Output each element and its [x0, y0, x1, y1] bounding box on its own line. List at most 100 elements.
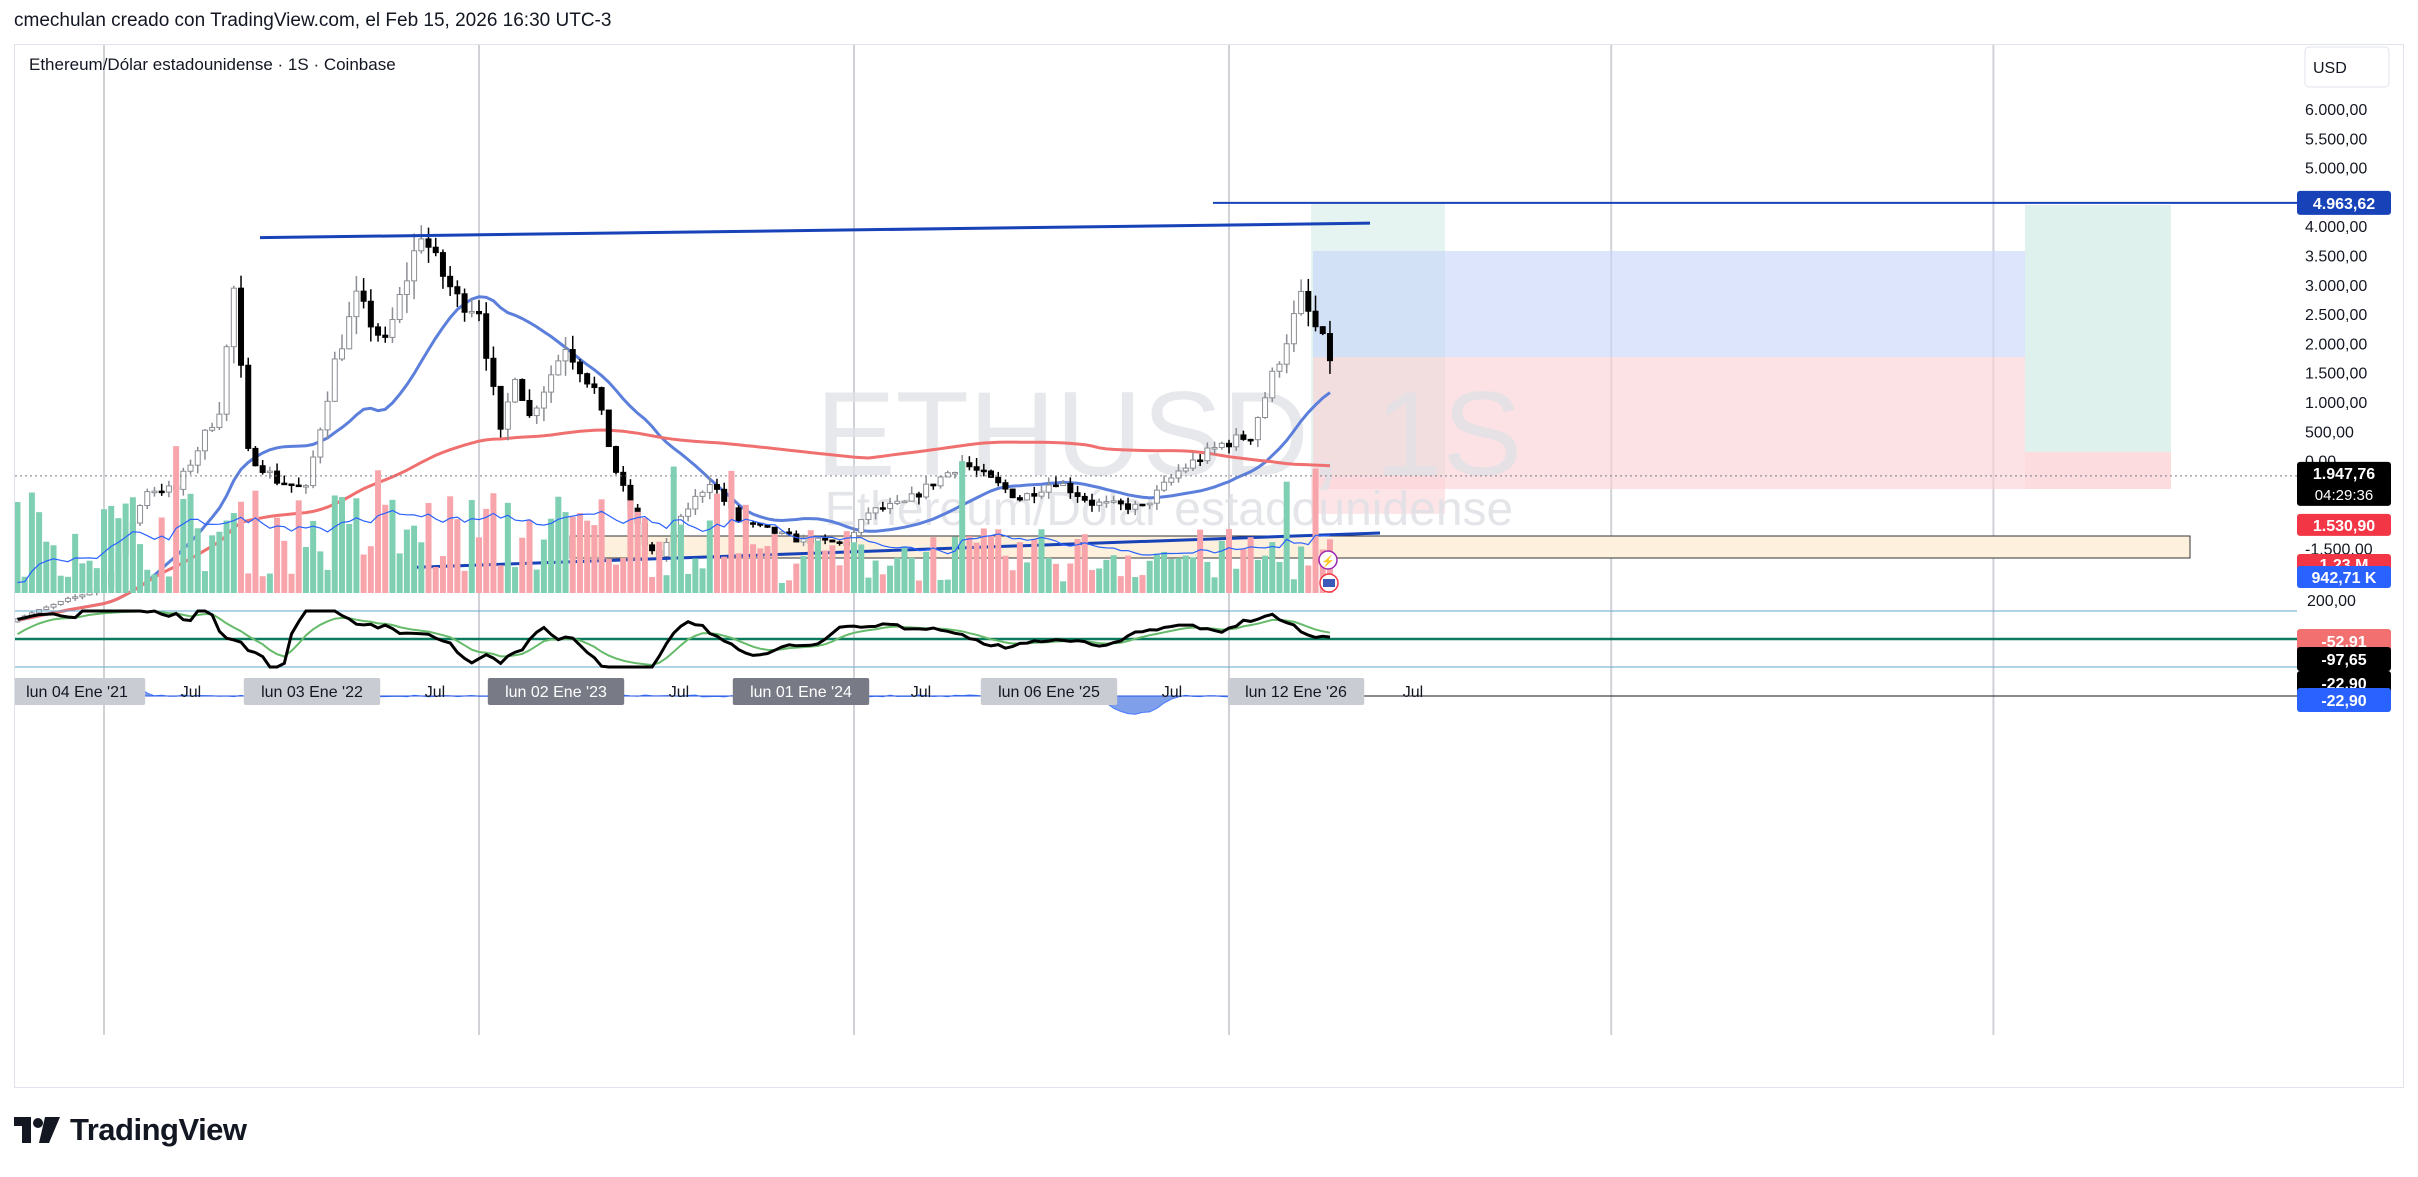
volume-bar — [649, 576, 656, 593]
time-axis-highlight — [1227, 678, 1365, 705]
volume-bar — [21, 576, 28, 593]
candle-body — [1326, 333, 1333, 362]
volume-bar — [576, 513, 583, 593]
time-tick-label: lun 01 Ene '24 — [750, 684, 852, 701]
volume-bar — [1197, 529, 1204, 593]
volume-pane: ⚡ — [14, 446, 1339, 593]
candle-body — [144, 491, 151, 507]
volume-bar — [959, 461, 966, 593]
volume-bar — [656, 541, 663, 593]
tradingview-logo[interactable]: TradingView — [14, 1112, 247, 1148]
volume-bar — [389, 499, 396, 593]
volume-bar — [439, 556, 446, 593]
currency-button[interactable]: USD — [2304, 46, 2390, 88]
countdown-label: 04:29:36 — [2315, 487, 2373, 504]
candle-body — [238, 287, 245, 366]
volume-bar — [562, 512, 569, 593]
macd-histogram — [14, 682, 1336, 715]
candle-body — [1218, 442, 1225, 449]
volume-bar — [432, 566, 439, 593]
candle-body — [937, 476, 944, 487]
candle-body — [468, 310, 475, 314]
price-tick-label: 2.000,00 — [2305, 336, 2367, 353]
red-range-zone[interactable] — [1313, 357, 2025, 489]
volume-bar — [461, 570, 468, 593]
current-price-badge: 1.947,76 — [2313, 466, 2375, 483]
candle-body — [692, 495, 699, 510]
stop-price-badge: 1.530,90 — [2313, 518, 2375, 535]
candle-body — [346, 316, 353, 350]
time-tick-label: Jul — [1403, 684, 1423, 701]
osc-signal-badge: -52,91 — [2321, 634, 2366, 651]
volume-bar — [367, 546, 374, 593]
candle-body — [944, 472, 951, 478]
volume-bar — [129, 497, 136, 593]
price-tick-label: 5.000,00 — [2305, 161, 2367, 178]
volume-bar — [1132, 576, 1139, 593]
resistance-trendline[interactable] — [259, 221, 1371, 240]
volume-bar — [584, 520, 591, 593]
price-tick-label: 4.000,00 — [2305, 219, 2367, 236]
volume-bar — [50, 545, 57, 593]
candle-body — [454, 286, 461, 295]
volume-bar — [14, 502, 21, 593]
volume-bar — [137, 544, 144, 593]
candle-body — [915, 493, 922, 498]
volume-bar — [403, 529, 410, 593]
price-chart[interactable]: ETHUSD, 1S Ethereum/Dólar estadounidense… — [8, 45, 2403, 1087]
volume-bar — [757, 548, 764, 593]
volume-bar — [259, 576, 266, 593]
candle-body — [512, 379, 519, 403]
lightning-event-icon[interactable] — [1318, 550, 1338, 570]
volume-bar — [1218, 540, 1225, 593]
candle-body — [1081, 495, 1088, 501]
watermark-name: Ethereum/Dólar estadounidense — [825, 483, 1513, 536]
volume-bar — [1240, 549, 1247, 593]
candle-body — [209, 426, 216, 431]
volume-bar — [288, 573, 295, 593]
time-tick-label: lun 12 Ene '26 — [1245, 684, 1347, 701]
candle-body — [1024, 493, 1031, 501]
candle-body — [1060, 483, 1067, 487]
volume-bar — [988, 535, 995, 593]
volume-bar — [310, 520, 317, 593]
candle-body — [555, 360, 562, 376]
time-axis-highlight — [243, 678, 381, 705]
candle-body — [1045, 484, 1052, 493]
candle-body — [576, 361, 583, 375]
long-position-stop[interactable] — [2025, 452, 2171, 489]
volume-bar — [468, 500, 475, 593]
drawing-zones — [569, 202, 2191, 559]
volume-bar — [1146, 560, 1153, 593]
candle-body — [1254, 417, 1261, 441]
long-position-target[interactable] — [2025, 205, 2171, 452]
candle-body — [476, 310, 482, 315]
candle-body — [822, 537, 829, 541]
candle-body — [338, 348, 345, 360]
volume-bar — [605, 558, 612, 593]
volume-badge-bg — [2297, 566, 2391, 588]
candle-body — [1305, 290, 1312, 312]
volume-bar — [28, 492, 35, 593]
candle-body — [858, 519, 865, 533]
blue-range-zone[interactable] — [1313, 251, 2025, 357]
volume-bar — [1052, 563, 1059, 593]
candle-body — [266, 470, 273, 474]
osc-level-label: 200,00 — [2307, 593, 2356, 610]
candle-body — [1168, 477, 1175, 483]
volume-bar — [1204, 561, 1211, 593]
volume-bar — [1081, 534, 1088, 593]
volume-bar — [64, 576, 71, 593]
volume-bar — [216, 531, 223, 593]
candle-body — [64, 597, 71, 602]
candle-body — [800, 537, 807, 543]
volume-bar — [483, 508, 490, 593]
volume-bar — [274, 517, 281, 593]
target-price-badge: 4.963,62 — [2313, 196, 2375, 213]
volume-bar — [1226, 528, 1232, 593]
candle-body — [1009, 488, 1016, 499]
candle-body — [331, 358, 338, 402]
volume-bar — [1211, 577, 1218, 593]
candle-body — [1096, 501, 1103, 506]
volume-bar — [1139, 575, 1146, 593]
